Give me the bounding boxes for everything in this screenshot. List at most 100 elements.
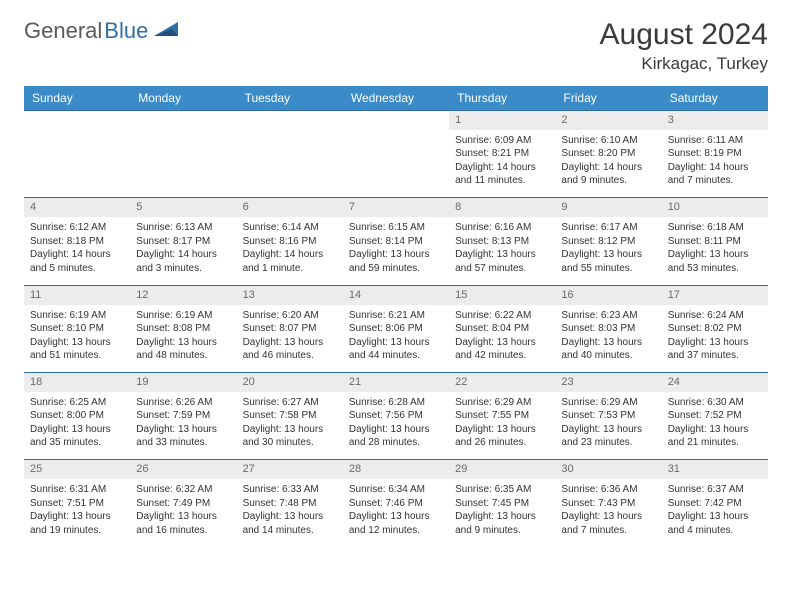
day-number-cell: 16 (555, 285, 661, 304)
day-info-cell: Sunrise: 6:35 AMSunset: 7:45 PMDaylight:… (449, 479, 555, 547)
day-info-cell: Sunrise: 6:17 AMSunset: 8:12 PMDaylight:… (555, 217, 661, 285)
day-info-row: Sunrise: 6:12 AMSunset: 8:18 PMDaylight:… (24, 217, 768, 285)
sunset-text: Sunset: 8:11 PM (668, 235, 762, 249)
day-number-cell: 20 (237, 373, 343, 392)
weekday-header: Friday (555, 86, 661, 111)
sunrise-text: Sunrise: 6:25 AM (30, 396, 124, 410)
daylight-text: Daylight: 13 hours and 9 minutes. (455, 510, 549, 537)
sunrise-text: Sunrise: 6:26 AM (136, 396, 230, 410)
day-info-cell: Sunrise: 6:21 AMSunset: 8:06 PMDaylight:… (343, 305, 449, 373)
day-info-cell: Sunrise: 6:31 AMSunset: 7:51 PMDaylight:… (24, 479, 130, 547)
sunrise-text: Sunrise: 6:13 AM (136, 221, 230, 235)
day-info-cell: Sunrise: 6:18 AMSunset: 8:11 PMDaylight:… (662, 217, 768, 285)
day-number-cell: 10 (662, 198, 768, 217)
sunset-text: Sunset: 8:04 PM (455, 322, 549, 336)
day-info-cell: Sunrise: 6:26 AMSunset: 7:59 PMDaylight:… (130, 392, 236, 460)
weekday-header: Sunday (24, 86, 130, 111)
day-info-cell: Sunrise: 6:22 AMSunset: 8:04 PMDaylight:… (449, 305, 555, 373)
day-info-cell (343, 130, 449, 198)
daylight-text: Daylight: 13 hours and 57 minutes. (455, 248, 549, 275)
day-info-cell: Sunrise: 6:29 AMSunset: 7:55 PMDaylight:… (449, 392, 555, 460)
daylight-text: Daylight: 13 hours and 44 minutes. (349, 336, 443, 363)
day-info-cell: Sunrise: 6:10 AMSunset: 8:20 PMDaylight:… (555, 130, 661, 198)
day-number-cell: 4 (24, 198, 130, 217)
sunset-text: Sunset: 7:58 PM (243, 409, 337, 423)
daylight-text: Daylight: 13 hours and 35 minutes. (30, 423, 124, 450)
day-number-cell (237, 111, 343, 130)
day-info-cell: Sunrise: 6:09 AMSunset: 8:21 PMDaylight:… (449, 130, 555, 198)
day-info-cell: Sunrise: 6:19 AMSunset: 8:08 PMDaylight:… (130, 305, 236, 373)
daylight-text: Daylight: 13 hours and 19 minutes. (30, 510, 124, 537)
day-number-cell: 23 (555, 373, 661, 392)
sunrise-text: Sunrise: 6:17 AM (561, 221, 655, 235)
sunrise-text: Sunrise: 6:15 AM (349, 221, 443, 235)
weekday-header: Thursday (449, 86, 555, 111)
day-number-row: 25262728293031 (24, 460, 768, 479)
sunset-text: Sunset: 8:06 PM (349, 322, 443, 336)
sunset-text: Sunset: 7:52 PM (668, 409, 762, 423)
sunrise-text: Sunrise: 6:11 AM (668, 134, 762, 148)
day-info-cell: Sunrise: 6:16 AMSunset: 8:13 PMDaylight:… (449, 217, 555, 285)
day-number-cell (130, 111, 236, 130)
daylight-text: Daylight: 13 hours and 55 minutes. (561, 248, 655, 275)
sunrise-text: Sunrise: 6:29 AM (455, 396, 549, 410)
sunset-text: Sunset: 7:46 PM (349, 497, 443, 511)
sunrise-text: Sunrise: 6:16 AM (455, 221, 549, 235)
calendar-table: Sunday Monday Tuesday Wednesday Thursday… (24, 86, 768, 547)
daylight-text: Daylight: 13 hours and 33 minutes. (136, 423, 230, 450)
location-label: Kirkagac, Turkey (600, 54, 768, 74)
daylight-text: Daylight: 13 hours and 26 minutes. (455, 423, 549, 450)
daylight-text: Daylight: 13 hours and 40 minutes. (561, 336, 655, 363)
day-number-cell: 12 (130, 285, 236, 304)
day-number-cell (343, 111, 449, 130)
day-info-cell: Sunrise: 6:28 AMSunset: 7:56 PMDaylight:… (343, 392, 449, 460)
daylight-text: Daylight: 14 hours and 5 minutes. (30, 248, 124, 275)
sunset-text: Sunset: 8:00 PM (30, 409, 124, 423)
sunset-text: Sunset: 7:43 PM (561, 497, 655, 511)
calendar-body: 123Sunrise: 6:09 AMSunset: 8:21 PMDaylig… (24, 111, 768, 548)
day-info-cell: Sunrise: 6:24 AMSunset: 8:02 PMDaylight:… (662, 305, 768, 373)
month-title: August 2024 (600, 18, 768, 52)
sunset-text: Sunset: 8:19 PM (668, 147, 762, 161)
sunset-text: Sunset: 7:42 PM (668, 497, 762, 511)
day-info-cell: Sunrise: 6:29 AMSunset: 7:53 PMDaylight:… (555, 392, 661, 460)
day-number-cell: 2 (555, 111, 661, 130)
day-number-cell: 5 (130, 198, 236, 217)
day-number-cell: 6 (237, 198, 343, 217)
day-info-row: Sunrise: 6:25 AMSunset: 8:00 PMDaylight:… (24, 392, 768, 460)
day-number-cell: 29 (449, 460, 555, 479)
day-number-cell: 19 (130, 373, 236, 392)
sunset-text: Sunset: 7:59 PM (136, 409, 230, 423)
daylight-text: Daylight: 13 hours and 37 minutes. (668, 336, 762, 363)
day-number-cell: 7 (343, 198, 449, 217)
daylight-text: Daylight: 13 hours and 16 minutes. (136, 510, 230, 537)
sunrise-text: Sunrise: 6:22 AM (455, 309, 549, 323)
sunset-text: Sunset: 8:07 PM (243, 322, 337, 336)
day-info-cell: Sunrise: 6:11 AMSunset: 8:19 PMDaylight:… (662, 130, 768, 198)
day-number-cell: 15 (449, 285, 555, 304)
brand-part2: Blue (104, 18, 148, 44)
day-number-cell: 18 (24, 373, 130, 392)
day-number-cell: 1 (449, 111, 555, 130)
sunset-text: Sunset: 8:14 PM (349, 235, 443, 249)
sunrise-text: Sunrise: 6:34 AM (349, 483, 443, 497)
sunrise-text: Sunrise: 6:12 AM (30, 221, 124, 235)
sunrise-text: Sunrise: 6:33 AM (243, 483, 337, 497)
day-info-row: Sunrise: 6:31 AMSunset: 7:51 PMDaylight:… (24, 479, 768, 547)
sunrise-text: Sunrise: 6:24 AM (668, 309, 762, 323)
day-info-cell (130, 130, 236, 198)
header: GeneralBlue August 2024 Kirkagac, Turkey (24, 18, 768, 74)
sunrise-text: Sunrise: 6:30 AM (668, 396, 762, 410)
sunrise-text: Sunrise: 6:10 AM (561, 134, 655, 148)
day-number-row: 123 (24, 111, 768, 130)
sunrise-text: Sunrise: 6:32 AM (136, 483, 230, 497)
title-block: August 2024 Kirkagac, Turkey (600, 18, 768, 74)
sunset-text: Sunset: 8:03 PM (561, 322, 655, 336)
day-number-cell: 21 (343, 373, 449, 392)
daylight-text: Daylight: 13 hours and 4 minutes. (668, 510, 762, 537)
sunset-text: Sunset: 7:45 PM (455, 497, 549, 511)
day-info-cell: Sunrise: 6:37 AMSunset: 7:42 PMDaylight:… (662, 479, 768, 547)
sunrise-text: Sunrise: 6:19 AM (30, 309, 124, 323)
day-number-cell: 31 (662, 460, 768, 479)
day-number-row: 45678910 (24, 198, 768, 217)
